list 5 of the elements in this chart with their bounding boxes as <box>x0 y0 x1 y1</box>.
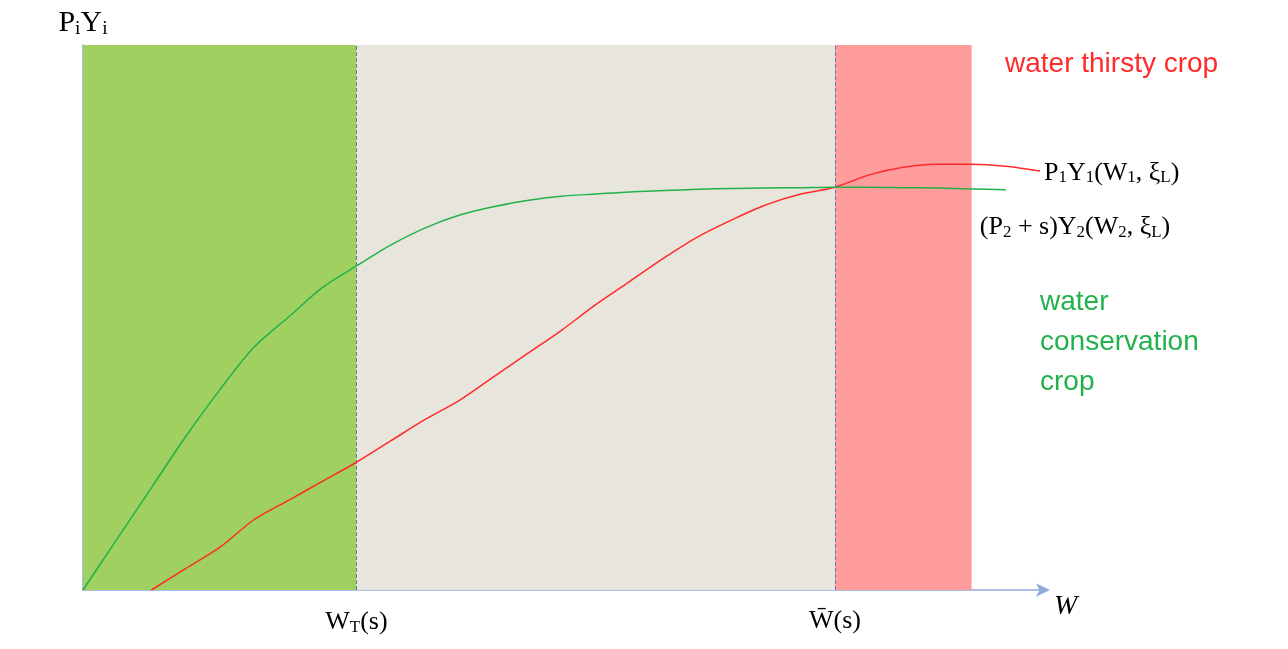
y-axis-title: PiYi <box>58 3 109 38</box>
x-tick-label: W̄(s) <box>808 604 861 634</box>
annotation: water conservation crop <box>1039 284 1207 396</box>
text: water thirsty crop <box>1004 46 1219 78</box>
x-axis-title: W <box>1054 588 1080 620</box>
